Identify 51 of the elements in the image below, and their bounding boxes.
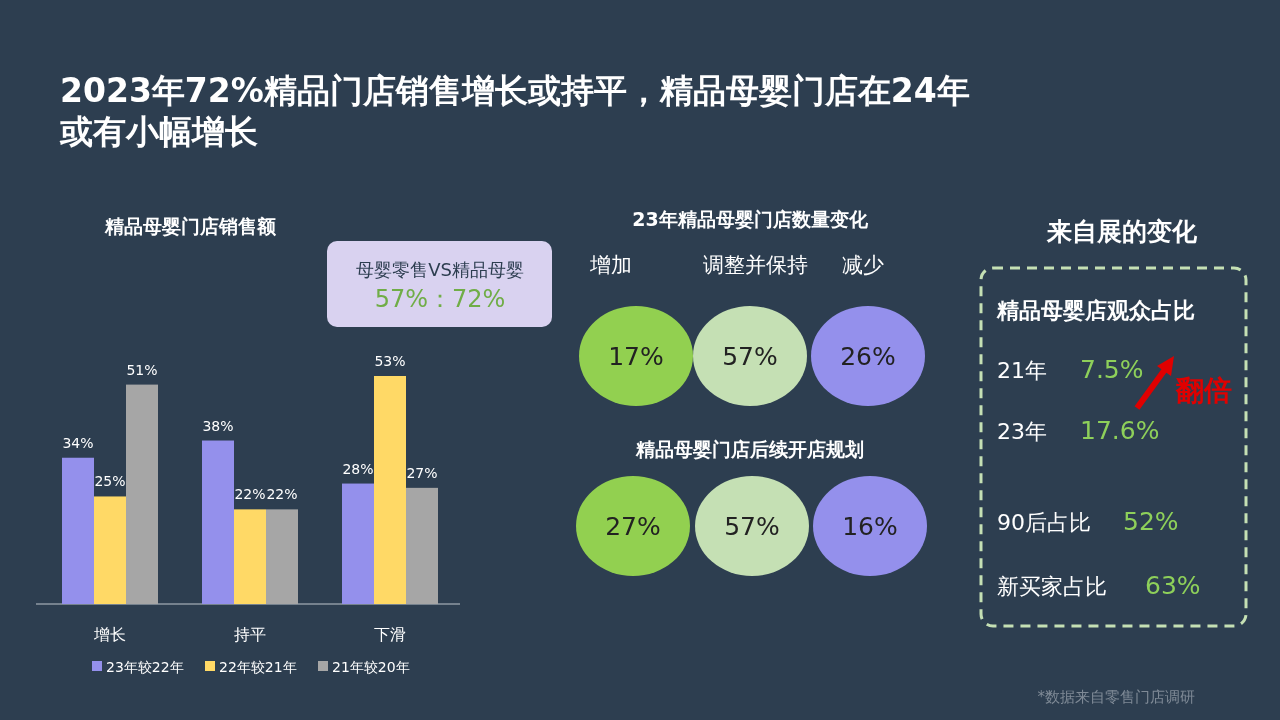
legend-label: 22年较21年 (219, 659, 297, 675)
data-label: 57% (722, 342, 778, 371)
data-label: 38% (202, 417, 234, 434)
bar (406, 487, 438, 604)
text: 21年 (997, 358, 1047, 383)
text: 精品母婴门店后续开店规划 (635, 438, 864, 460)
category-label: 增加 (589, 253, 632, 277)
data-label: 27% (605, 512, 661, 541)
text: 23年精品母婴门店数量变化 (632, 208, 869, 230)
text: 7.5% (1080, 355, 1144, 384)
data-label: 53% (374, 353, 406, 369)
data-label: 16% (842, 512, 898, 541)
x-tick-label: 下滑 (374, 625, 406, 644)
text: 63% (1145, 571, 1201, 600)
bar (62, 457, 94, 604)
chart-title: 精品母婴门店销售额 (103, 215, 277, 237)
category-label: 减少 (842, 253, 884, 277)
bar (94, 496, 126, 604)
text: 17.6% (1080, 416, 1160, 445)
data-label: 27% (406, 464, 438, 481)
bar (234, 509, 266, 604)
bar (374, 376, 406, 604)
data-label: 22% (266, 486, 298, 503)
text: 翻倍 (1175, 374, 1232, 407)
data-label: 17% (608, 342, 664, 371)
legend-label: 21年较20年 (332, 659, 410, 675)
bar (126, 384, 158, 604)
text: 57%：72% (374, 285, 506, 313)
text: 2023年72%精品门店销售增长或持平，精品母婴门店在24年或有小幅增长 (59, 71, 970, 151)
data-label: 57% (724, 512, 780, 541)
category-label: 调整并保持 (702, 253, 808, 277)
data-label: 34% (62, 434, 94, 451)
text: 精品母婴店观众占比 (996, 298, 1195, 323)
data-label: 22% (234, 486, 266, 503)
bar (266, 509, 298, 604)
x-tick-label: 增长 (93, 625, 126, 644)
text: *数据来自零售门店调研 (1037, 688, 1195, 706)
data-label: 26% (840, 342, 896, 371)
x-tick-label: 持平 (234, 625, 266, 644)
text: 母婴零售VS精品母婴 (356, 259, 524, 280)
text: 新买家占比 (997, 574, 1107, 599)
bar (342, 483, 374, 604)
data-label: 51% (126, 361, 158, 378)
text: 90后占比 (997, 510, 1091, 535)
data-label: 28% (342, 460, 374, 477)
text: 52% (1123, 507, 1179, 536)
legend-label: 23年较22年 (106, 659, 184, 675)
text: 来自展的变化 (1046, 217, 1198, 246)
bar (202, 440, 234, 604)
text: 23年 (997, 419, 1047, 444)
data-label: 25% (94, 473, 126, 490)
